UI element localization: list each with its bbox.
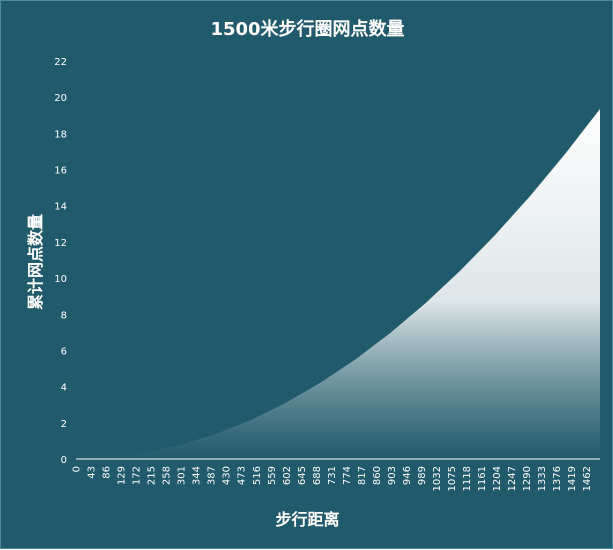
x-tick-label: 387: [207, 466, 218, 485]
x-tick-label: 1419: [567, 466, 578, 491]
y-axis-label: 累计网点数量: [26, 213, 45, 311]
x-tick-label: 989: [417, 466, 428, 485]
y-tick-label: 8: [61, 310, 67, 321]
y-tick-label: 10: [54, 274, 67, 285]
y-tick-label: 18: [54, 129, 67, 140]
x-tick-label: 860: [372, 466, 383, 485]
x-tick-label: 1333: [537, 466, 548, 491]
area-series: [76, 108, 600, 459]
chart-title: 1500米步行圈网点数量: [210, 19, 405, 40]
x-tick-label: 774: [342, 466, 353, 485]
x-tick-label: 1247: [507, 466, 518, 491]
y-tick-label: 0: [61, 455, 67, 466]
x-tick-label: 602: [282, 466, 293, 485]
x-tick-label: 731: [327, 466, 338, 485]
y-tick-label: 6: [61, 346, 67, 357]
x-tick-label: 0: [72, 466, 83, 472]
y-tick-label: 16: [54, 166, 67, 177]
x-tick-label: 645: [297, 466, 308, 485]
x-tick-label: 43: [87, 466, 98, 479]
y-tick-label: 22: [54, 57, 67, 68]
x-tick-label: 688: [312, 466, 323, 485]
y-tick-label: 2: [61, 419, 67, 430]
x-tick-label: 473: [237, 466, 248, 485]
y-tick-label: 20: [54, 93, 67, 104]
y-tick-label: 12: [54, 238, 67, 249]
x-tick-label: 258: [162, 466, 173, 485]
x-tick-label: 344: [192, 466, 203, 485]
x-tick-label: 903: [387, 466, 398, 485]
x-tick-label: 559: [267, 466, 278, 485]
x-tick-label: 817: [357, 466, 368, 485]
x-tick-label: 1204: [492, 466, 503, 491]
x-tick-label: 1032: [432, 466, 443, 491]
x-tick-label: 301: [177, 466, 188, 485]
x-tick-label: 1075: [447, 466, 458, 491]
x-axis-label: 步行距离: [275, 510, 340, 529]
x-tick-label: 129: [117, 466, 128, 485]
x-tick-label: 1161: [477, 466, 488, 491]
x-tick-label: 1118: [462, 466, 473, 491]
y-tick-label: 14: [54, 202, 67, 213]
x-tick-label: 86: [102, 466, 113, 479]
x-tick-label: 1376: [552, 466, 563, 491]
x-tick-label: 1290: [522, 466, 533, 491]
x-tick-label: 430: [222, 466, 233, 485]
y-tick-label: 4: [61, 383, 67, 394]
x-tick-label: 516: [252, 466, 263, 485]
x-tick-label: 172: [132, 466, 143, 485]
x-tick-label: 946: [402, 466, 413, 485]
x-tick-label: 215: [147, 466, 158, 485]
x-tick-label: 1462: [582, 466, 593, 491]
